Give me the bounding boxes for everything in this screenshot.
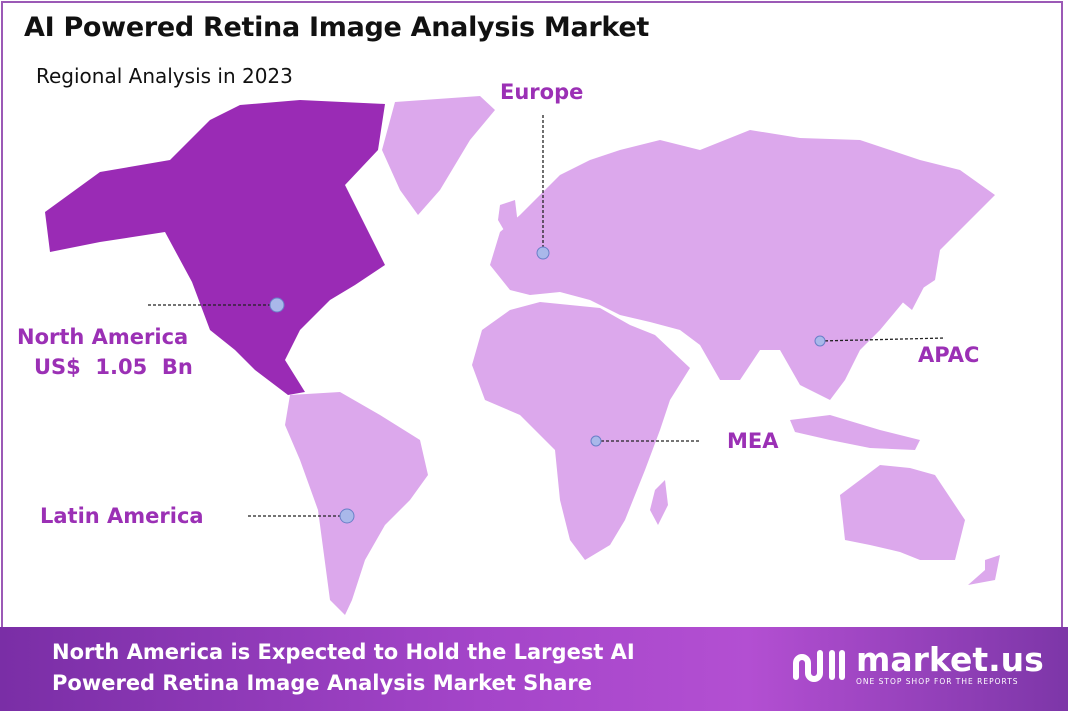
label-north-america-value: US$ 1.05 Bn — [34, 355, 193, 379]
europe-marker — [536, 246, 550, 260]
north-america — [45, 100, 385, 395]
label-north-america: North America — [17, 325, 189, 349]
label-mea: MEA — [727, 429, 779, 453]
uk — [498, 200, 518, 232]
page-subtitle: Regional Analysis in 2023 — [36, 64, 293, 88]
north-america-marker — [269, 297, 285, 313]
brand-name: market.us — [856, 640, 1044, 679]
apac-leader — [819, 337, 946, 342]
footer-banner: North America is Expected to Hold the La… — [0, 627, 1068, 711]
footer-text: North America is Expected to Hold the La… — [52, 637, 635, 699]
madagascar — [650, 480, 668, 525]
label-europe: Europe — [500, 80, 584, 104]
latin-america-marker — [339, 508, 355, 524]
greenland — [382, 96, 495, 215]
australia — [840, 465, 965, 560]
indonesia — [790, 415, 920, 450]
africa — [472, 302, 690, 560]
footer-line-2: Powered Retina Image Analysis Market Sha… — [52, 671, 592, 695]
label-latin-america: Latin America — [40, 504, 204, 528]
logo-mark-icon — [793, 649, 845, 682]
market-us-logo: market.us ONE STOP SHOP FOR THE REPORTS — [790, 643, 1044, 686]
page-title: AI Powered Retina Image Analysis Market — [24, 12, 649, 43]
brand-tagline: ONE STOP SHOP FOR THE REPORTS — [856, 677, 1019, 686]
japan — [900, 262, 925, 310]
new-zealand — [968, 555, 1000, 585]
footer-line-1: North America is Expected to Hold the La… — [52, 640, 635, 664]
mea-marker — [590, 435, 602, 447]
europe-asia — [490, 130, 995, 400]
label-apac: APAC — [918, 343, 980, 367]
apac-marker — [814, 335, 826, 347]
south-america — [285, 392, 428, 615]
